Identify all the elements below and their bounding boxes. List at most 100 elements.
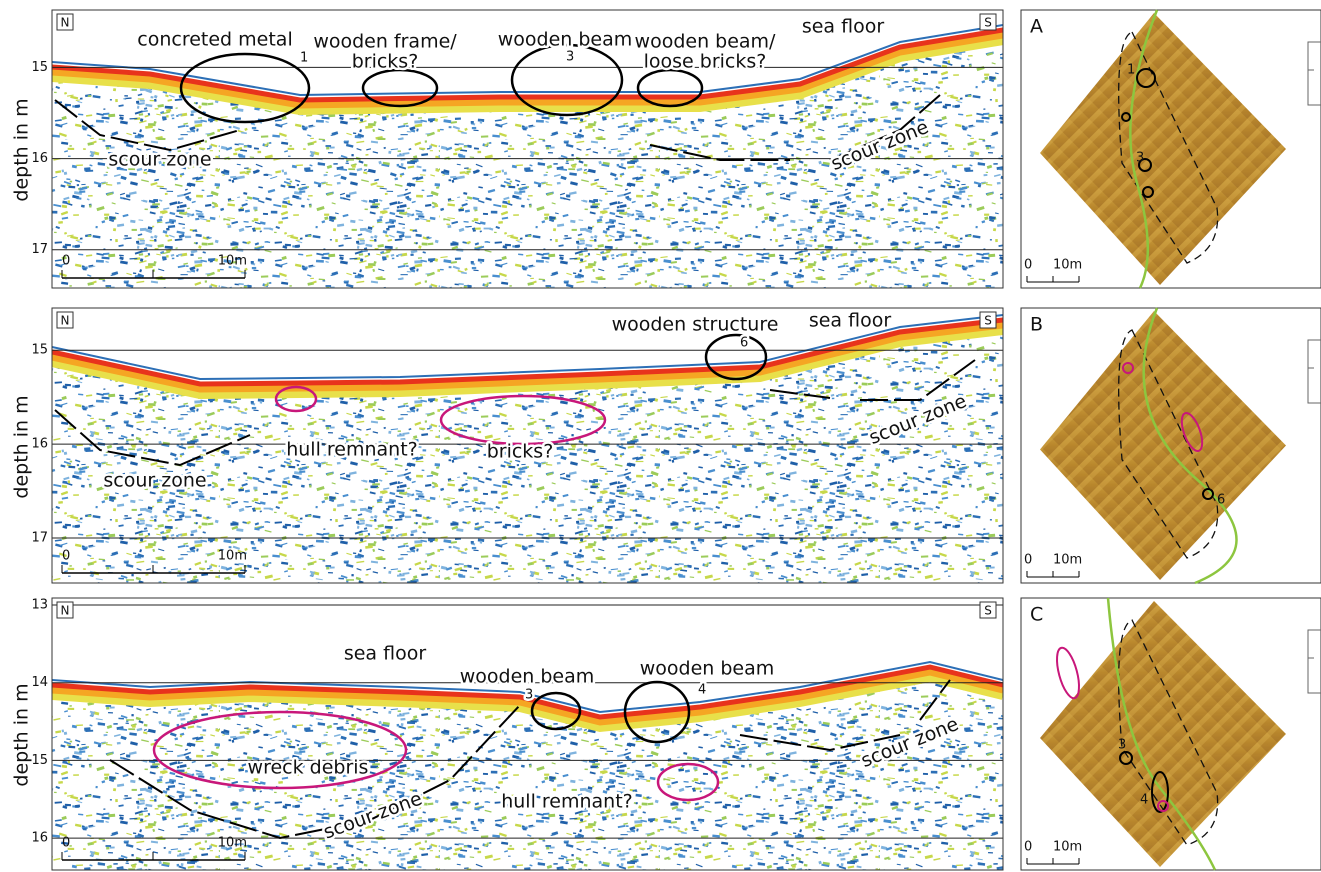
corner-label: N [61, 16, 70, 30]
annotation: concreted metal [137, 29, 292, 51]
map-label: A [1030, 16, 1043, 38]
annotation: wooden beam [640, 658, 775, 680]
north-bracket [1307, 339, 1321, 404]
panel-frame [51, 597, 1004, 871]
y-tick-label: 13 [31, 597, 48, 612]
seafloor-reflector [52, 664, 1003, 720]
map-panel: 6 B 0 10m [1020, 307, 1321, 585]
annotation: hull remnant? [501, 791, 633, 813]
survey-track [1106, 597, 1217, 871]
corner-box [979, 311, 997, 329]
map-feature [1122, 362, 1134, 374]
seafloor-reflector [52, 24, 1003, 97]
map-feature [1138, 158, 1152, 172]
corner-label: N [61, 314, 70, 328]
seafloor-reflector [52, 668, 1003, 726]
panel-frame [51, 307, 1004, 584]
feature-outline [152, 710, 408, 790]
scale-label: 0 [62, 254, 70, 269]
annotation: wooden frame/ [313, 31, 457, 53]
map-label: C [1030, 604, 1043, 626]
sediment [52, 665, 1003, 870]
map-panel: 3 4 C 0 10m [1020, 597, 1321, 871]
y-tick-label: 16 [31, 437, 48, 452]
feature-number: 1 [300, 51, 308, 66]
scour-line [860, 359, 976, 401]
annotation: sea floor [802, 16, 884, 38]
seafloor-reflector [52, 321, 1003, 393]
survey-track [1142, 307, 1238, 585]
seafloor-reflector [52, 325, 1003, 400]
wreck-outline [1118, 31, 1219, 264]
corner-box [979, 13, 997, 31]
map-feature-number: 4 [1140, 793, 1148, 808]
feature-number: 4 [698, 683, 706, 698]
scale-label: 10m [218, 836, 247, 851]
north-bracket [1307, 41, 1321, 106]
feature-number: 6 [740, 336, 748, 351]
feature-outline [636, 68, 704, 108]
y-tick-label: 15 [31, 343, 48, 358]
annotation: wooden beam [460, 666, 595, 688]
annotation: bricks? [352, 51, 419, 73]
profile-image [52, 308, 1003, 583]
corner-label: S [984, 604, 992, 618]
scour-line [109, 704, 521, 840]
scale-label: 0 [1024, 553, 1032, 568]
feature-number: 3 [525, 688, 533, 703]
feature-outline [361, 68, 439, 108]
scour-line [829, 94, 941, 161]
map-feature [1119, 751, 1133, 765]
annotation: wooden beam/ [635, 31, 777, 53]
seafloor-reflector [52, 671, 1003, 733]
y-tick-label: 14 [31, 675, 48, 690]
feature-number: 3 [566, 50, 574, 65]
feature-outline [623, 680, 691, 744]
corner-label: S [984, 314, 992, 328]
wreck-outline [1118, 329, 1219, 559]
y-tick-label: 16 [31, 151, 48, 166]
map-mosaic [1040, 601, 1286, 867]
survey-track [1129, 9, 1159, 289]
panel-frame [51, 9, 1004, 289]
seafloor-reflector [52, 27, 1003, 103]
y-tick-label: 16 [31, 831, 48, 846]
scale-label: 0 [62, 549, 70, 564]
corner-box [979, 601, 997, 619]
annotation: hull remnant? [286, 439, 418, 461]
map-mosaic [1040, 13, 1286, 285]
map-feature [1142, 186, 1154, 198]
map-feature [1056, 646, 1080, 700]
seafloor-reflector [52, 660, 1003, 714]
scour-line [739, 734, 901, 752]
scale-label: 0 [1024, 840, 1032, 855]
annotation: scour zone [108, 149, 211, 171]
map-feature-number: 1 [1127, 63, 1135, 78]
scale-label: 10m [218, 549, 247, 564]
seafloor-reflector [52, 314, 1003, 381]
annotation: wreck debris [248, 757, 369, 779]
map-feature [1202, 488, 1214, 500]
map-feature [1157, 800, 1169, 812]
feature-outline [704, 333, 768, 381]
y-axis-label: depth in m [11, 395, 33, 498]
scour-line [54, 409, 251, 467]
scour-line [649, 144, 790, 161]
y-axis-label: depth in m [11, 683, 33, 786]
annotation: wooden structure [612, 314, 779, 336]
scour-line [769, 389, 831, 399]
annotation: sea floor [809, 310, 891, 332]
north-bracket [1307, 629, 1321, 694]
scale-label: 10m [1053, 840, 1082, 855]
profile-image [52, 598, 1003, 870]
map-feature-number: 3 [1118, 738, 1126, 753]
corner-label: N [61, 604, 70, 618]
map-mosaic [1040, 311, 1286, 580]
map-feature [1121, 112, 1131, 122]
map-feature-number: 6 [1217, 493, 1225, 508]
map-panel: 1 3 A 0 10m [1020, 9, 1321, 289]
annotation: loose bricks? [644, 51, 767, 73]
